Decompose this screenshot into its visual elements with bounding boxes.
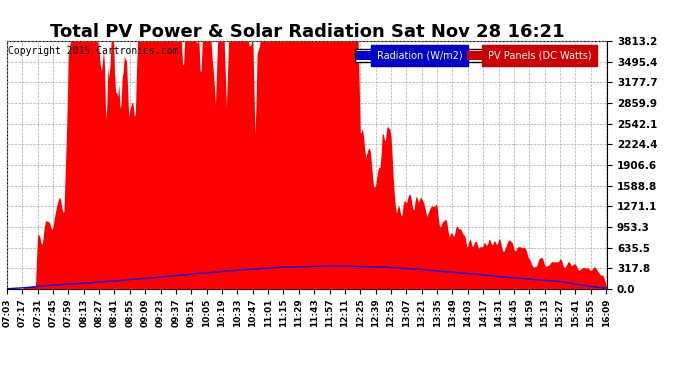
Legend: Radiation (W/m2), PV Panels (DC Watts): Radiation (W/m2), PV Panels (DC Watts)	[355, 49, 593, 63]
Title: Total PV Power & Solar Radiation Sat Nov 28 16:21: Total PV Power & Solar Radiation Sat Nov…	[50, 23, 564, 41]
Text: Copyright 2015 Cartronics.com: Copyright 2015 Cartronics.com	[8, 46, 178, 56]
